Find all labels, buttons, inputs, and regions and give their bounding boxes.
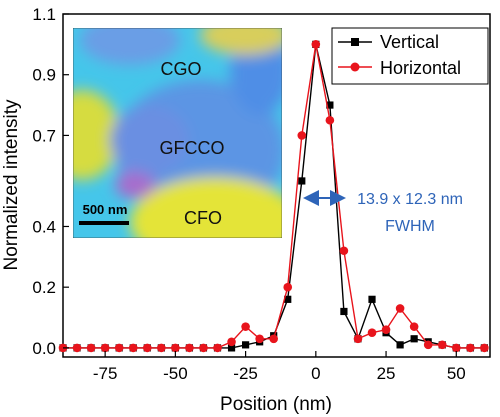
data-point-vertical [340, 307, 348, 316]
data-point-horizontal [128, 343, 138, 353]
data-point-horizontal [255, 334, 264, 344]
inset-label-cgo: CGO [160, 59, 201, 79]
data-point-horizontal [171, 343, 180, 353]
y-tick-label: 0.9 [32, 66, 56, 85]
data-point-horizontal [409, 322, 419, 331]
legend-label-vertical: Vertical [380, 32, 439, 52]
y-tick-label: 0.4 [32, 217, 56, 236]
legend-label-horizontal: Horizontal [380, 58, 461, 78]
data-point-vertical [241, 341, 250, 349]
data-point-horizontal [86, 343, 96, 353]
data-point-horizontal [114, 343, 124, 353]
inset-micrograph [73, 28, 282, 238]
data-point-horizontal [466, 343, 475, 353]
x-tick-label: -50 [163, 364, 188, 383]
x-tick-label: -75 [93, 364, 118, 383]
data-point-vertical [410, 335, 418, 343]
inset-label-gfcco: GFCCO [160, 138, 225, 158]
data-point-horizontal [142, 343, 152, 353]
inset-label-cfo: CFO [184, 208, 222, 228]
data-point-horizontal [353, 334, 363, 344]
y-axis-title: Normalized intensity [1, 99, 22, 271]
x-tick-label: 25 [377, 364, 396, 383]
data-point-horizontal [213, 343, 222, 353]
data-point-vertical [368, 295, 376, 303]
data-point-horizontal [199, 343, 208, 353]
scale-bar-label: 500 nm [83, 202, 128, 217]
data-point-horizontal [227, 337, 236, 347]
data-point-horizontal [100, 343, 110, 353]
data-point-vertical [326, 101, 334, 109]
data-point-vertical [227, 344, 236, 352]
scale-bar [79, 221, 129, 225]
data-point-horizontal [437, 340, 447, 350]
data-point-horizontal [480, 343, 489, 353]
y-tick-label: 0.7 [32, 126, 56, 145]
y-tick-label: 0.0 [32, 339, 56, 358]
data-point-horizontal [157, 343, 166, 353]
series-horizontal [58, 40, 489, 353]
legend-box [331, 27, 489, 85]
data-point-vertical [284, 295, 292, 303]
y-tick-label: 1.1 [32, 5, 56, 24]
data-point-horizontal [283, 282, 293, 292]
data-point-vertical [396, 341, 404, 349]
data-point-horizontal [325, 115, 335, 125]
legend: Vertical Horizontal [331, 27, 489, 85]
x-tick-label: 50 [447, 364, 466, 383]
data-point-horizontal [269, 334, 278, 344]
data-point-vertical [298, 177, 306, 185]
data-point-horizontal [451, 343, 461, 353]
x-tick-label: 0 [311, 364, 320, 383]
fwhm-annotation-label: FWHM [385, 218, 435, 235]
data-point-horizontal [367, 328, 377, 338]
data-point-horizontal [339, 246, 349, 256]
data-point-horizontal [423, 340, 433, 350]
data-point-horizontal [241, 322, 250, 331]
y-tick-label: 0.2 [32, 278, 56, 297]
data-point-horizontal [395, 304, 405, 313]
data-point-horizontal [381, 325, 391, 334]
x-tick-label: -25 [233, 364, 258, 383]
x-axis-title: Position (nm) [220, 394, 332, 415]
legend-marker-vertical [351, 38, 359, 46]
data-point-horizontal [297, 131, 307, 140]
legend-marker-horizontal [350, 62, 360, 72]
data-point-horizontal [185, 343, 194, 353]
data-point-horizontal [72, 343, 82, 353]
fwhm-annotation-size: 13.9 x 12.3 nm [357, 191, 463, 208]
data-point-horizontal [311, 40, 321, 49]
